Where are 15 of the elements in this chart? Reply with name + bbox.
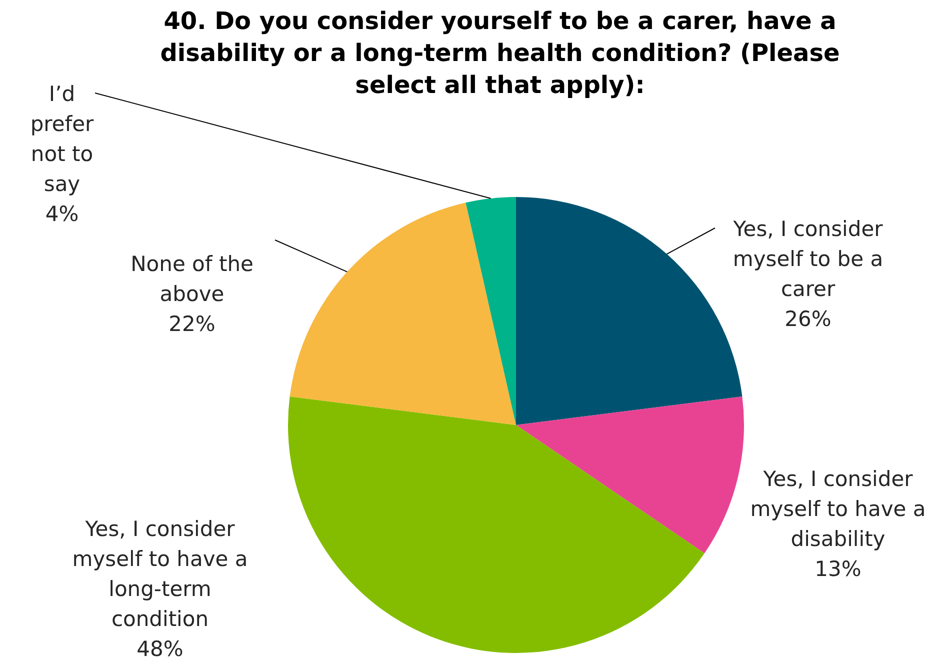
pie-slice <box>466 197 516 425</box>
data-label: 22% <box>168 312 216 336</box>
slice-label: I’d prefer not to say <box>30 82 94 196</box>
pie-slice <box>516 396 744 554</box>
data-label: 13% <box>814 557 862 581</box>
slice-label: Yes, I consider myself to be a carer <box>732 217 884 301</box>
slice-label: Yes, I consider myself to have a disability <box>750 467 926 551</box>
chart-title: 40. Do you consider yourself to be a carer, have a disability or a long-term health condition? (Please select all that apply): <box>160 7 840 99</box>
data-label: 26% <box>784 307 832 331</box>
data-label: 48% <box>136 637 184 657</box>
pie-slice <box>290 202 516 425</box>
slice-label: Yes, I consider myself to have a long-term condition <box>72 517 248 631</box>
slice-label: None of the above <box>130 252 254 306</box>
data-label: 4% <box>45 202 79 226</box>
pie-slice <box>288 396 704 653</box>
